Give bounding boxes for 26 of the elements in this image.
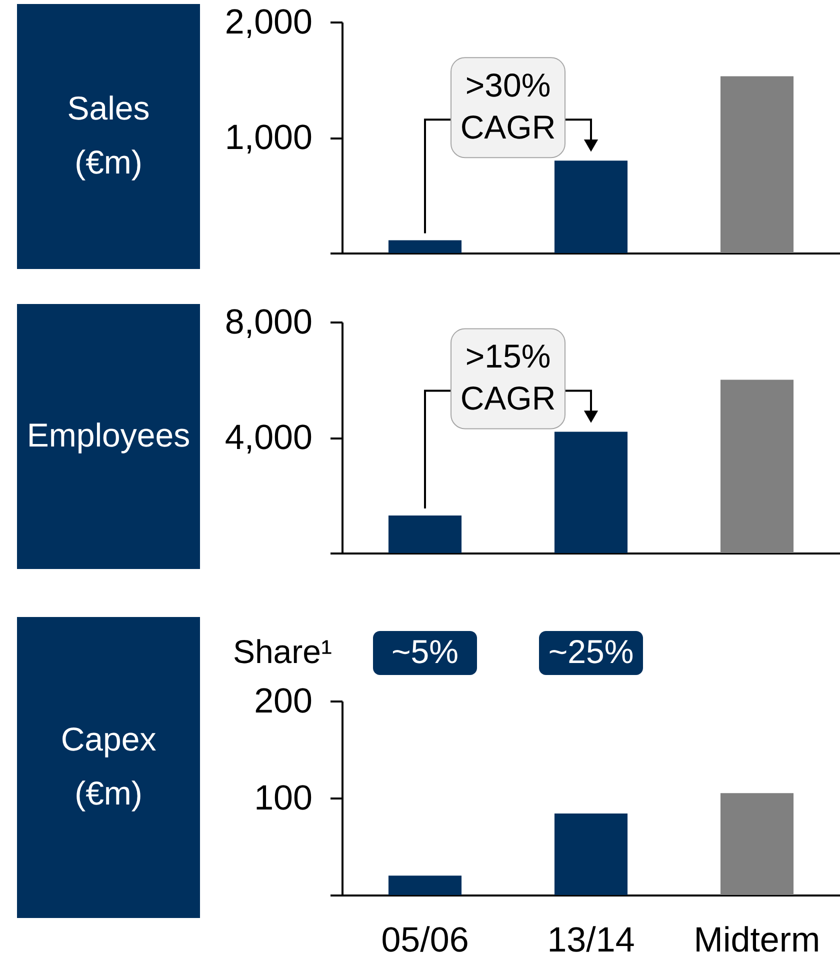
bar [554, 432, 628, 553]
bar [388, 876, 462, 895]
annotation: >15% CAGR [460, 338, 556, 417]
text: Share¹ [232, 633, 332, 670]
y-axis-title: Employees [26, 416, 190, 454]
bar [554, 160, 628, 253]
x-tick-label: 13/14 [547, 920, 635, 960]
bar [720, 76, 794, 253]
y-tick-label: 1,000 [224, 118, 312, 157]
y-tick-label: 4,000 [224, 418, 312, 457]
y-tick-label: 2,000 [224, 2, 312, 42]
x-tick-label: Midterm [694, 920, 820, 960]
annotation: >30% CAGR [460, 66, 556, 146]
bar [720, 793, 794, 895]
bar [388, 240, 462, 253]
y-tick-label: 100 [254, 778, 312, 818]
x-tick-label: 05/06 [381, 920, 469, 960]
y-tick-label: 200 [254, 682, 312, 720]
bar [554, 814, 628, 895]
y-axis-title: Sales (€m) [67, 90, 150, 180]
y-tick-label: 8,000 [224, 302, 312, 342]
bar [388, 515, 462, 553]
bar [720, 380, 794, 553]
text: ~25% [548, 633, 634, 670]
text: ~5% [392, 633, 458, 670]
y-axis-title: Capex (€m) [60, 720, 157, 812]
